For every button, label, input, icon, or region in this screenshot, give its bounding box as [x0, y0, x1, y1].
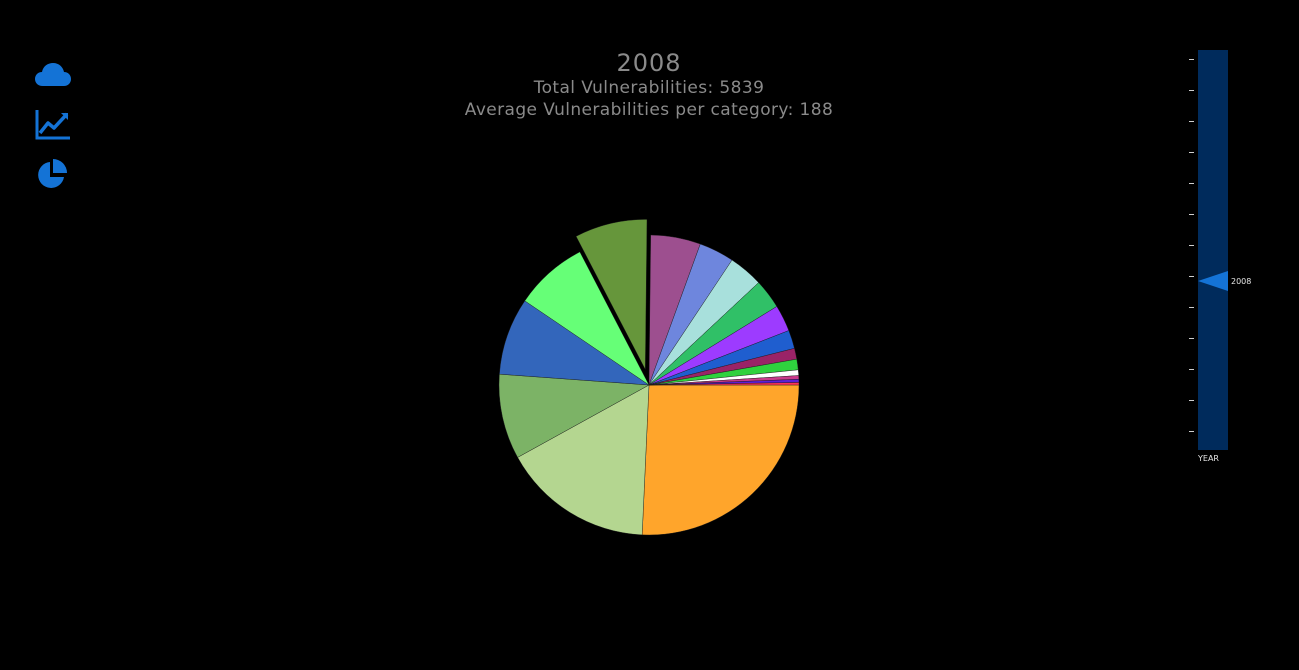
chart-header: 2008 Total Vulnerabilities: 5839 Average…	[349, 49, 949, 121]
slider-tick	[1189, 338, 1194, 339]
slider-tick	[1189, 400, 1194, 401]
slider-tick	[1189, 152, 1194, 153]
slider-axis-label: YEAR	[1198, 454, 1219, 463]
slider-tick	[1189, 276, 1194, 277]
total-vulnerabilities: Total Vulnerabilities: 5839	[533, 78, 765, 98]
cloud-icon[interactable]	[34, 58, 72, 92]
slider-value: 2008	[1231, 277, 1252, 286]
pie-chart-icon[interactable]	[34, 157, 72, 191]
pie-chart	[498, 219, 800, 536]
slider-handle[interactable]	[1198, 271, 1228, 291]
pie-slice[interactable]	[641, 384, 800, 536]
pie-slice[interactable]	[517, 384, 650, 536]
pie-slice[interactable]	[648, 382, 800, 386]
pie-slice[interactable]	[498, 373, 650, 458]
slider-tick	[1189, 307, 1194, 308]
slider-tick	[1189, 431, 1194, 432]
slider-tick	[1189, 369, 1194, 370]
slider-tick	[1189, 183, 1194, 184]
pie-slice[interactable]	[575, 219, 648, 370]
slider-tick	[1189, 90, 1194, 91]
chart-title-year: 2008	[616, 49, 682, 77]
year-slider[interactable]: 2008 YEAR	[1183, 48, 1273, 468]
average-vulnerabilities: Average Vulnerabilities per category: 18…	[464, 100, 834, 120]
slider-tick	[1189, 59, 1194, 60]
slider-tick	[1189, 121, 1194, 122]
slider-tick	[1189, 245, 1194, 246]
slider-track[interactable]	[1198, 50, 1228, 450]
pie-slice[interactable]	[524, 251, 650, 386]
slider-tick	[1189, 214, 1194, 215]
line-chart-icon[interactable]	[34, 108, 72, 142]
